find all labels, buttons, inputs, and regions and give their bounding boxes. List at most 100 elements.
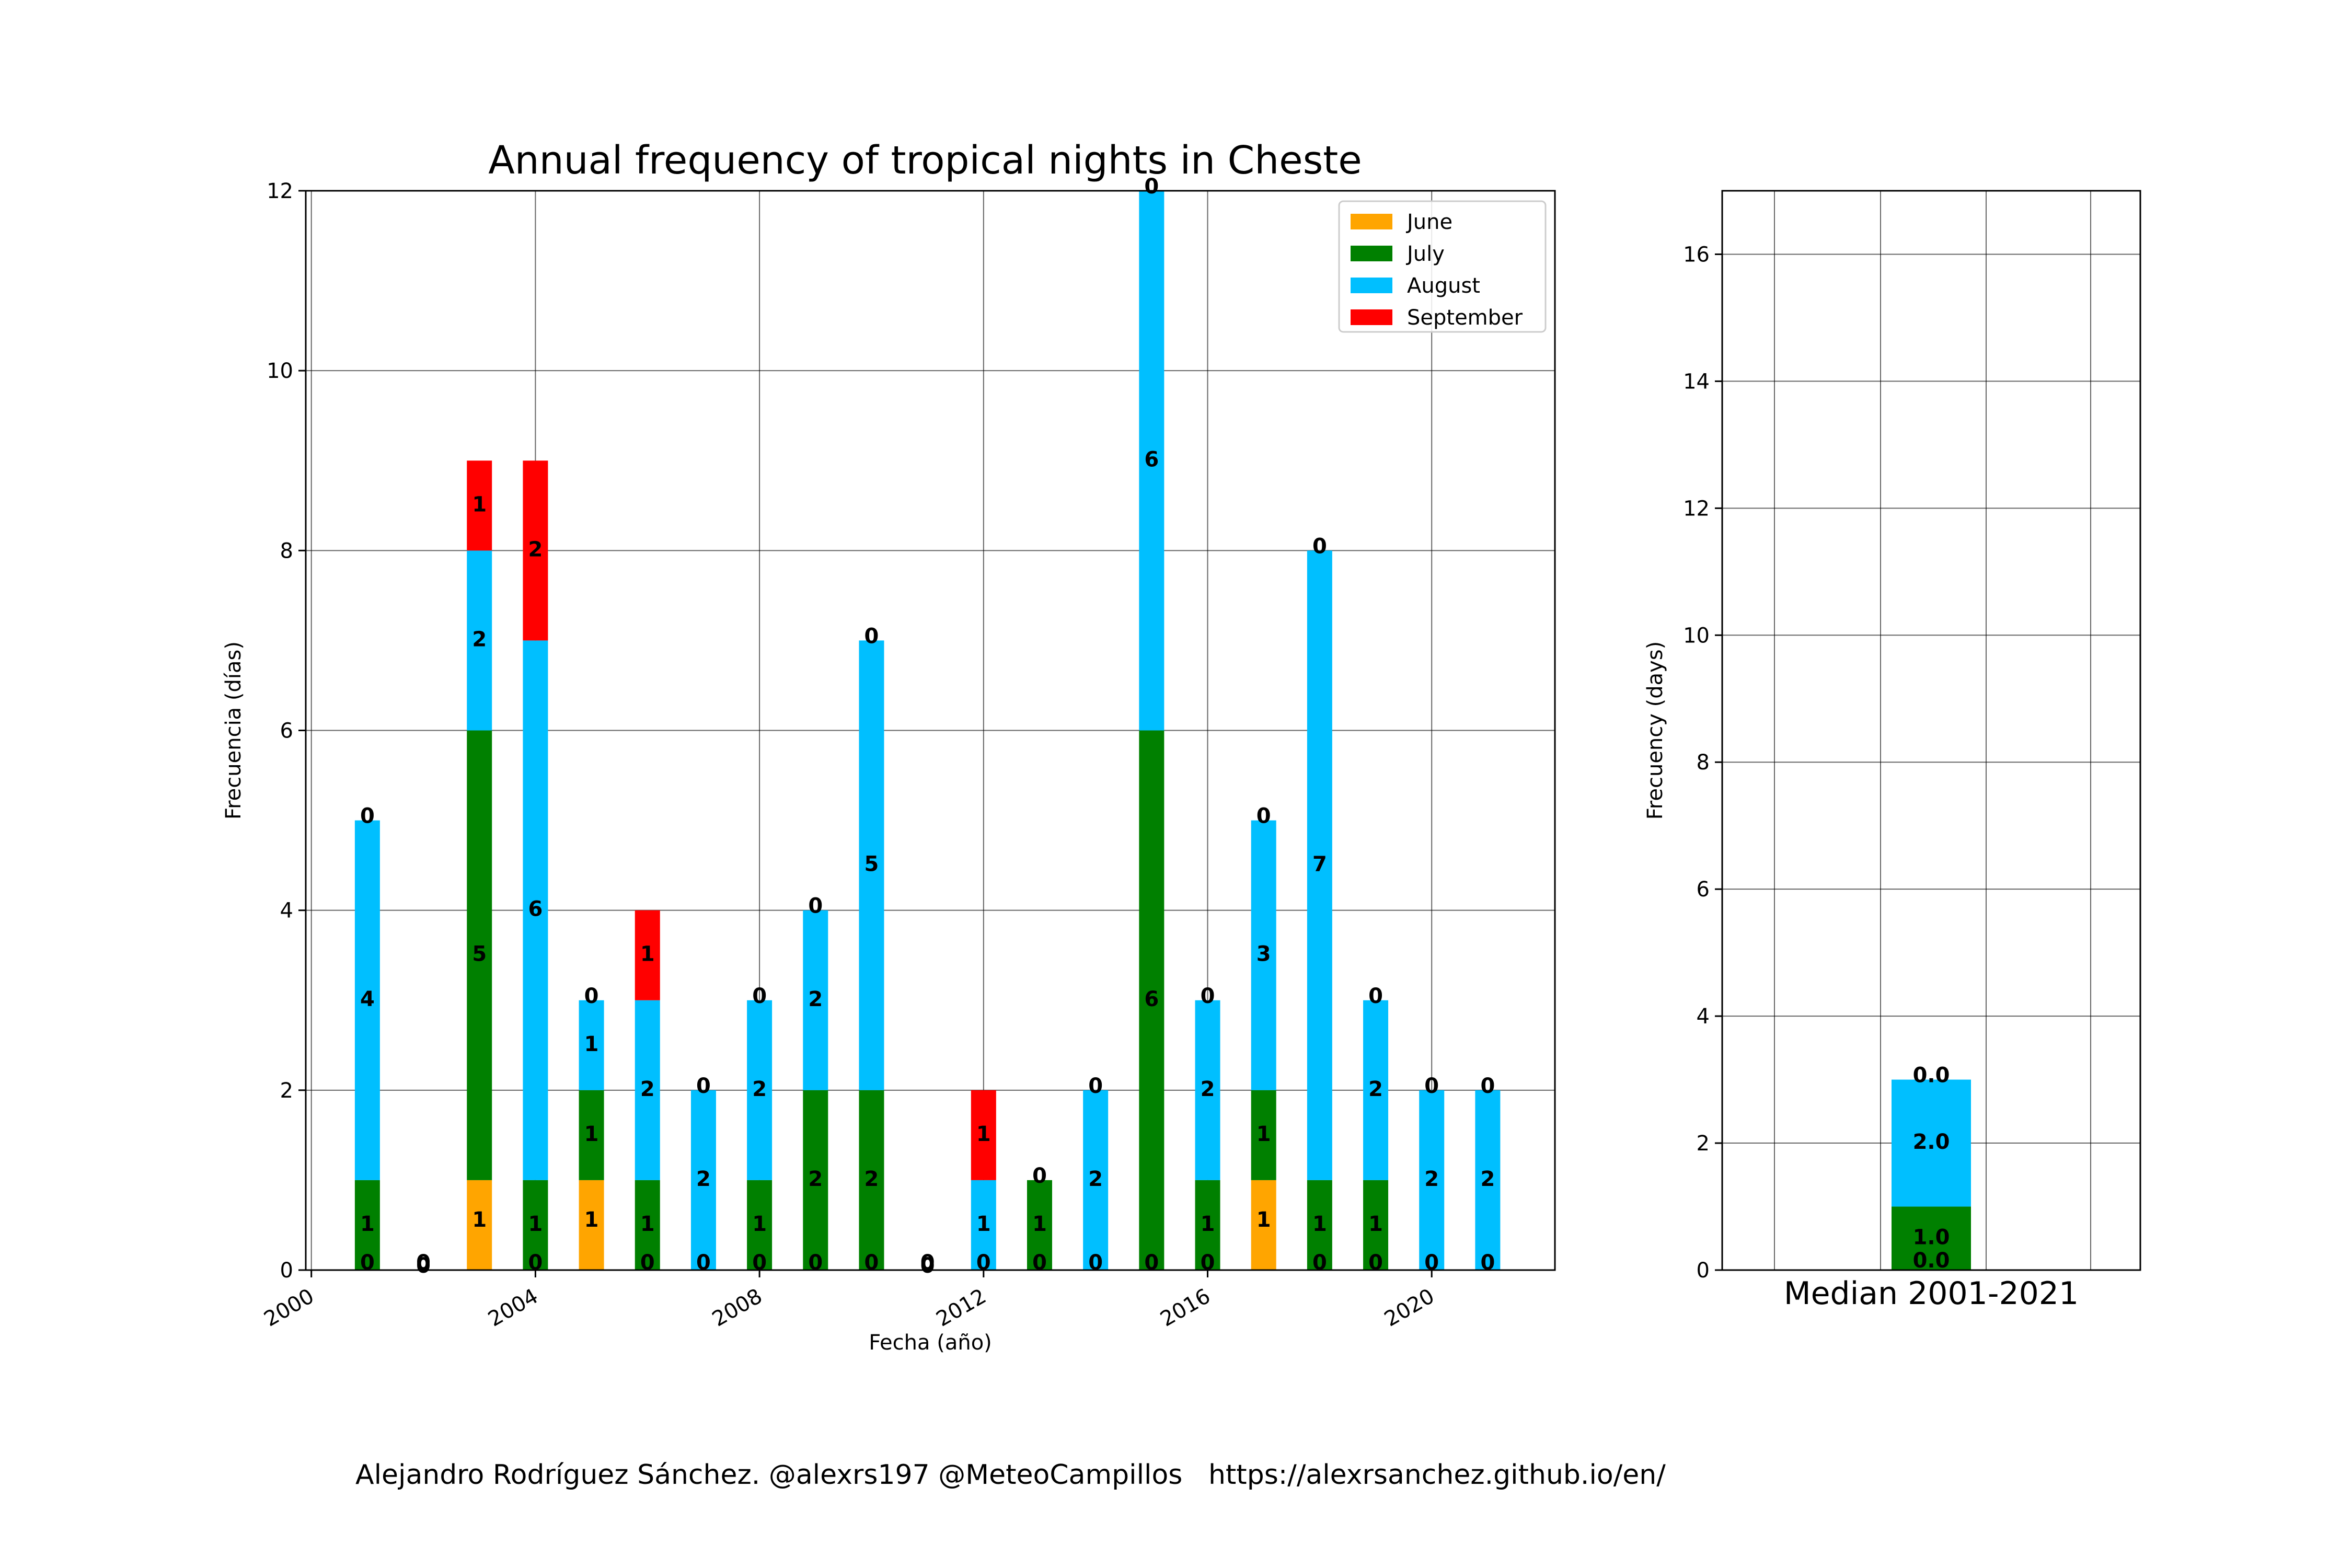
data-label: 0 xyxy=(1480,1074,1495,1098)
data-label: 0 xyxy=(1088,1074,1103,1098)
legend-label: June xyxy=(1405,210,1452,234)
data-label: 6 xyxy=(528,897,543,921)
bar-august-2016 xyxy=(1195,1000,1220,1180)
data-label: 2 xyxy=(528,537,543,561)
data-label: 0 xyxy=(1368,1251,1383,1275)
data-label: 0 xyxy=(1312,534,1327,558)
median-y-tick-label: 12 xyxy=(1683,497,1710,521)
bar-august-2007 xyxy=(690,1090,716,1270)
bar-july-2004 xyxy=(523,1180,548,1270)
x-axis-label: Fecha (año) xyxy=(869,1331,992,1355)
data-label: 3 xyxy=(1256,942,1271,966)
bar-august-2018 xyxy=(1307,550,1332,1180)
bar-september-2012 xyxy=(971,1090,996,1180)
data-label: 1 xyxy=(1201,1212,1215,1236)
y-tick-label: 10 xyxy=(267,359,293,383)
data-label: 1 xyxy=(584,1122,599,1146)
bar-july-2019 xyxy=(1363,1180,1389,1270)
data-label: 1 xyxy=(640,1212,655,1236)
median-bar-july xyxy=(1892,1206,1971,1270)
y-axis-label: Frecuencia (días) xyxy=(222,641,246,820)
bar-july-2018 xyxy=(1307,1180,1332,1270)
data-label: 0 xyxy=(640,1251,655,1275)
data-label: 2 xyxy=(864,1167,879,1191)
data-label: 2 xyxy=(1480,1167,1495,1191)
data-label: 2 xyxy=(1201,1077,1215,1101)
bar-june-2003 xyxy=(467,1180,492,1270)
data-label: 0 xyxy=(752,984,767,1008)
data-label: 1 xyxy=(472,1208,487,1232)
data-label: 6 xyxy=(1144,987,1159,1011)
bar-july-2006 xyxy=(635,1180,660,1270)
data-label: 1 xyxy=(472,492,487,516)
data-label: 4 xyxy=(360,987,375,1011)
bar-july-2009 xyxy=(803,1090,828,1270)
bar-august-2019 xyxy=(1363,1000,1389,1180)
data-label: 2 xyxy=(1088,1167,1103,1191)
data-label: 0 xyxy=(416,1254,431,1278)
bar-august-2009 xyxy=(803,910,828,1090)
data-label: 2 xyxy=(696,1167,711,1191)
y-tick-label: 6 xyxy=(280,719,293,743)
median-y-tick-label: 10 xyxy=(1683,624,1710,648)
footer-credit: Alejandro Rodríguez Sánchez. @alexrs197 … xyxy=(355,1459,1666,1491)
bar-august-2008 xyxy=(747,1000,773,1180)
bar-august-2014 xyxy=(1083,1090,1109,1270)
data-label: 1 xyxy=(976,1122,991,1146)
data-label: 0 xyxy=(1144,175,1159,199)
data-label: 0 xyxy=(1312,1251,1327,1275)
median-y-tick-label: 14 xyxy=(1683,370,1710,394)
data-label: 1 xyxy=(584,1032,599,1056)
data-label: 0 xyxy=(1424,1074,1439,1098)
bar-august-2021 xyxy=(1475,1090,1501,1270)
median-y-tick-label: 2 xyxy=(1697,1132,1710,1156)
bar-september-2004 xyxy=(523,460,548,641)
data-label: 0 xyxy=(1032,1251,1047,1275)
x-tick-label: 2016 xyxy=(1156,1284,1214,1332)
data-label: 0 xyxy=(360,1251,375,1275)
legend-swatch-june xyxy=(1351,214,1392,229)
data-label: 1 xyxy=(1256,1208,1271,1232)
median-data-label: 1.0 xyxy=(1913,1225,1950,1249)
legend-box xyxy=(1338,200,1547,333)
data-label: 0 xyxy=(864,624,879,648)
data-label: 1 xyxy=(976,1212,991,1236)
bar-june-2017 xyxy=(1251,1180,1276,1270)
data-label: 1 xyxy=(360,1212,375,1236)
median-data-label: 2.0 xyxy=(1913,1130,1950,1154)
bar-august-2005 xyxy=(579,1000,604,1090)
bar-august-2010 xyxy=(859,640,884,1090)
data-label: 0 xyxy=(1201,984,1215,1008)
data-label: 1 xyxy=(1256,1122,1271,1146)
data-label: 0 xyxy=(920,1254,935,1278)
bar-july-2013 xyxy=(1027,1180,1052,1270)
data-label: 5 xyxy=(864,852,879,877)
bar-august-2012 xyxy=(971,1180,996,1270)
median-y-tick-label: 0 xyxy=(1697,1259,1710,1283)
data-label: 2 xyxy=(808,1167,823,1191)
data-label: 1 xyxy=(1368,1212,1383,1236)
x-tick-label: 2004 xyxy=(484,1284,542,1332)
x-tick-label: 2020 xyxy=(1380,1284,1438,1332)
y-tick-label: 4 xyxy=(280,899,293,923)
y-tick-label: 8 xyxy=(280,539,293,563)
data-label: 0 xyxy=(1088,1251,1103,1275)
x-tick-label: 2008 xyxy=(708,1284,766,1332)
x-tick-label: 2012 xyxy=(932,1284,990,1332)
bar-august-2004 xyxy=(523,640,548,1180)
data-label: 1 xyxy=(752,1212,767,1236)
median-y-tick-label: 8 xyxy=(1697,751,1710,775)
bar-july-2017 xyxy=(1251,1090,1276,1180)
y-tick-label: 2 xyxy=(280,1079,293,1103)
x-tick-label: 2000 xyxy=(260,1284,318,1332)
bar-september-2003 xyxy=(467,460,492,551)
data-label: 0 xyxy=(1480,1251,1495,1275)
data-label: 5 xyxy=(472,942,487,966)
median-y-tick-label: 4 xyxy=(1697,1005,1710,1029)
data-label: 2 xyxy=(640,1077,655,1101)
median-y-axis-label: Frecuency (days) xyxy=(1643,641,1667,820)
bar-august-2017 xyxy=(1251,820,1276,1090)
data-label: 1 xyxy=(528,1212,543,1236)
data-label: 2 xyxy=(808,987,823,1011)
